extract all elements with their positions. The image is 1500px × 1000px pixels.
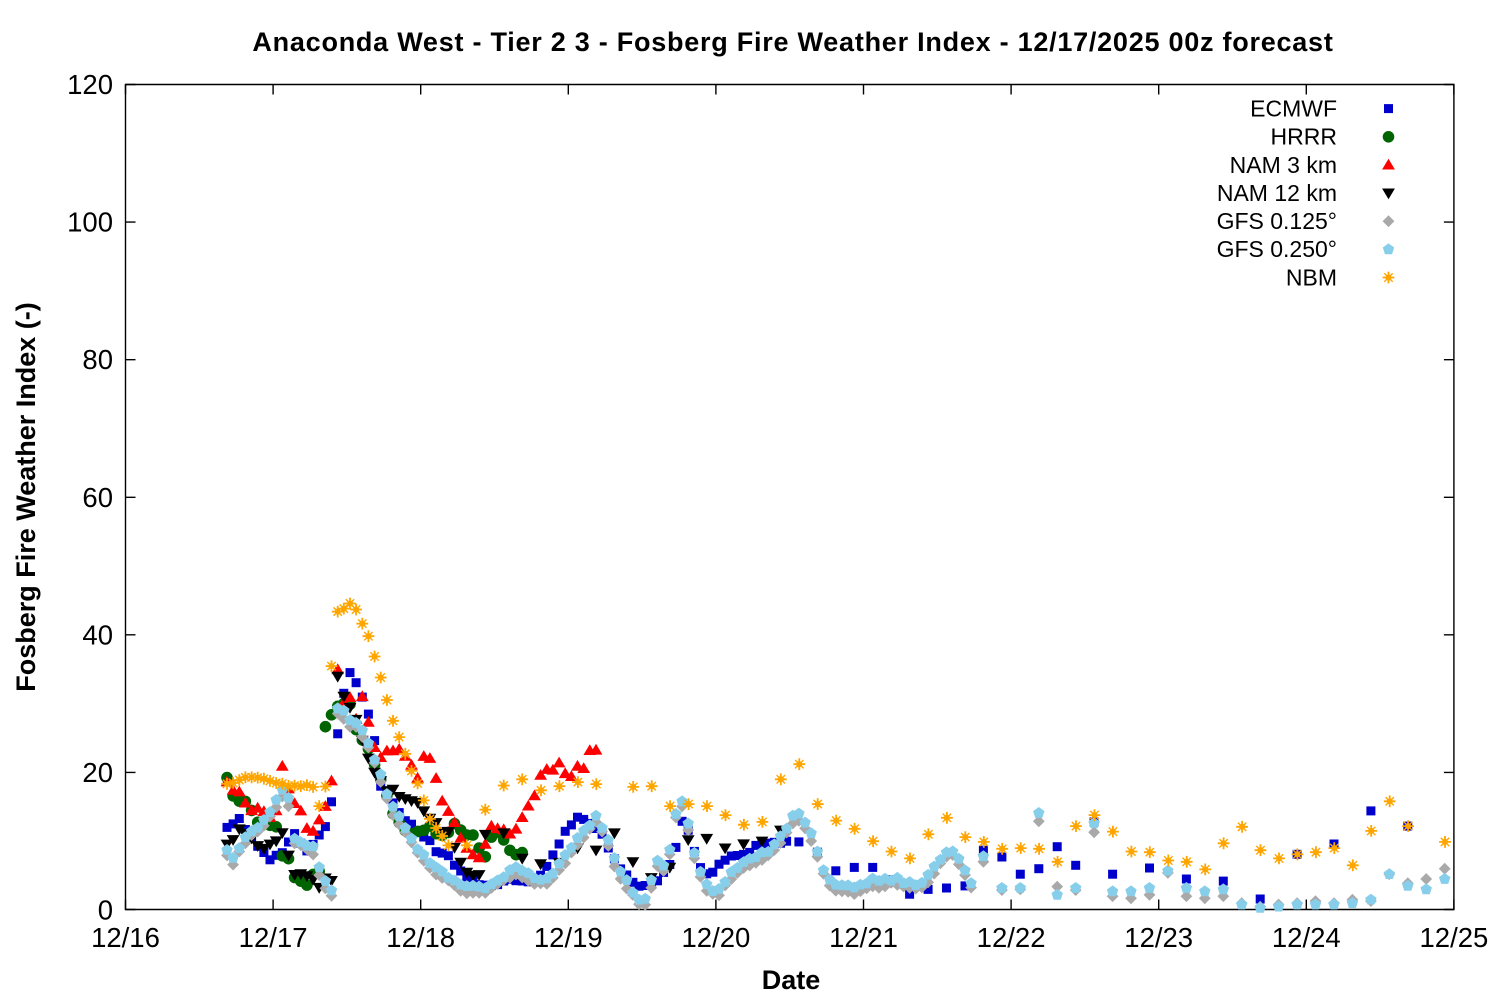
svg-text:120: 120	[67, 69, 113, 100]
svg-text:100: 100	[67, 207, 113, 238]
svg-text:GFS 0.250°: GFS 0.250°	[1217, 236, 1337, 262]
svg-text:40: 40	[82, 619, 113, 650]
svg-text:Anaconda West - Tier 2 3 - Fos: Anaconda West - Tier 2 3 - Fosberg Fire …	[252, 27, 1333, 57]
svg-text:Fosberg Fire Weather Index (-): Fosberg Fire Weather Index (-)	[11, 302, 41, 692]
svg-text:Date: Date	[762, 965, 821, 995]
svg-text:12/25: 12/25	[1419, 922, 1488, 953]
svg-text:12/18: 12/18	[386, 922, 455, 953]
svg-text:20: 20	[82, 757, 113, 788]
svg-text:12/21: 12/21	[829, 922, 898, 953]
svg-text:0: 0	[98, 895, 113, 926]
svg-text:GFS 0.125°: GFS 0.125°	[1217, 208, 1337, 234]
svg-text:ECMWF: ECMWF	[1250, 96, 1337, 122]
svg-text:12/23: 12/23	[1124, 922, 1193, 953]
svg-text:60: 60	[82, 482, 113, 513]
svg-text:NAM 12 km: NAM 12 km	[1217, 180, 1337, 206]
svg-text:12/19: 12/19	[534, 922, 603, 953]
svg-text:12/24: 12/24	[1272, 922, 1341, 953]
svg-text:12/20: 12/20	[681, 922, 750, 953]
svg-text:80: 80	[82, 344, 113, 375]
svg-text:12/17: 12/17	[239, 922, 308, 953]
svg-text:12/16: 12/16	[91, 922, 160, 953]
svg-text:12/22: 12/22	[977, 922, 1046, 953]
svg-text:HRRR: HRRR	[1271, 124, 1337, 150]
svg-text:NBM: NBM	[1286, 264, 1337, 290]
svg-text:NAM 3 km: NAM 3 km	[1230, 152, 1337, 178]
